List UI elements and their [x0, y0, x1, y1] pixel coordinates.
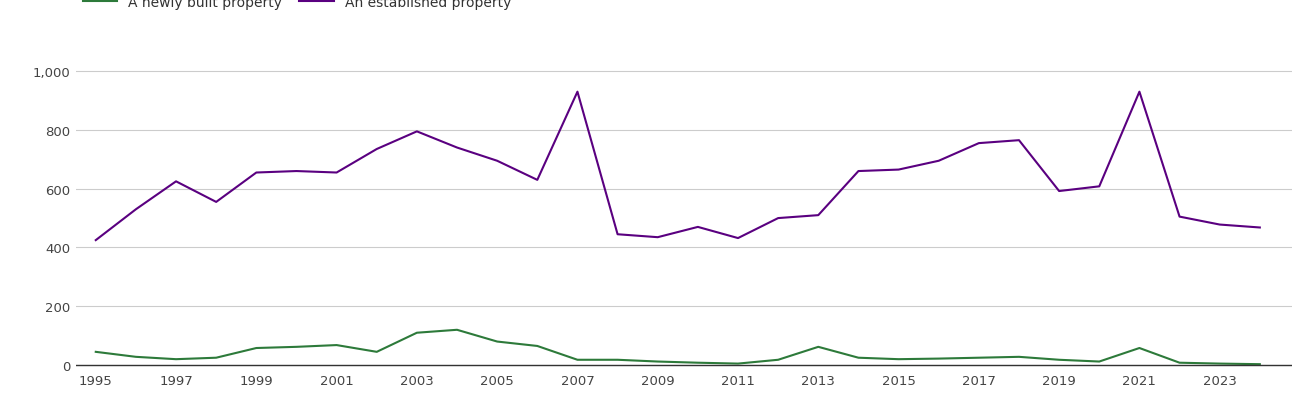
- A newly built property: [1052, 357, 1067, 362]
- An established property: [930, 159, 946, 164]
- A newly built property: [569, 357, 585, 362]
- A newly built property: [731, 361, 746, 366]
- A newly built property: [810, 344, 826, 349]
- An established property: [248, 171, 264, 175]
- A newly built property: [851, 355, 867, 360]
- An established property: [690, 225, 706, 230]
- A newly built property: [530, 344, 545, 348]
- An established property: [1131, 90, 1147, 95]
- An established property: [851, 169, 867, 174]
- A newly built property: [489, 339, 505, 344]
- A newly built property: [1212, 361, 1228, 366]
- A newly built property: [690, 360, 706, 365]
- An established property: [1251, 225, 1267, 230]
- A newly built property: [1251, 362, 1267, 367]
- A newly built property: [1131, 346, 1147, 351]
- An established property: [891, 168, 907, 173]
- An established property: [1052, 189, 1067, 194]
- An established property: [1011, 138, 1027, 143]
- A newly built property: [891, 357, 907, 362]
- Legend: A newly built property, An established property: A newly built property, An established p…: [82, 0, 512, 10]
- A newly built property: [209, 355, 224, 360]
- A newly built property: [930, 356, 946, 361]
- An established property: [770, 216, 786, 221]
- An established property: [650, 235, 666, 240]
- An established property: [288, 169, 304, 174]
- An established property: [489, 159, 505, 164]
- An established property: [609, 232, 625, 237]
- Line: A newly built property: A newly built property: [95, 330, 1259, 364]
- A newly built property: [971, 355, 987, 360]
- An established property: [971, 142, 987, 146]
- A newly built property: [408, 330, 424, 335]
- A newly built property: [650, 359, 666, 364]
- An established property: [449, 146, 465, 151]
- A newly built property: [128, 355, 144, 360]
- A newly built property: [329, 343, 345, 348]
- An established property: [209, 200, 224, 205]
- An established property: [408, 130, 424, 135]
- An established property: [329, 171, 345, 175]
- An established property: [530, 178, 545, 183]
- An established property: [168, 180, 184, 184]
- A newly built property: [1172, 360, 1188, 365]
- A newly built property: [248, 346, 264, 351]
- A newly built property: [449, 328, 465, 333]
- An established property: [569, 90, 585, 95]
- A newly built property: [1091, 359, 1107, 364]
- A newly built property: [168, 357, 184, 362]
- An established property: [369, 147, 385, 152]
- A newly built property: [1011, 355, 1027, 360]
- An established property: [87, 238, 103, 243]
- A newly built property: [609, 357, 625, 362]
- An established property: [128, 207, 144, 212]
- An established property: [1091, 184, 1107, 189]
- A newly built property: [288, 344, 304, 349]
- An established property: [1212, 222, 1228, 227]
- An established property: [810, 213, 826, 218]
- A newly built property: [369, 350, 385, 355]
- An established property: [731, 236, 746, 241]
- A newly built property: [87, 350, 103, 355]
- A newly built property: [770, 357, 786, 362]
- Line: An established property: An established property: [95, 92, 1259, 240]
- An established property: [1172, 215, 1188, 220]
